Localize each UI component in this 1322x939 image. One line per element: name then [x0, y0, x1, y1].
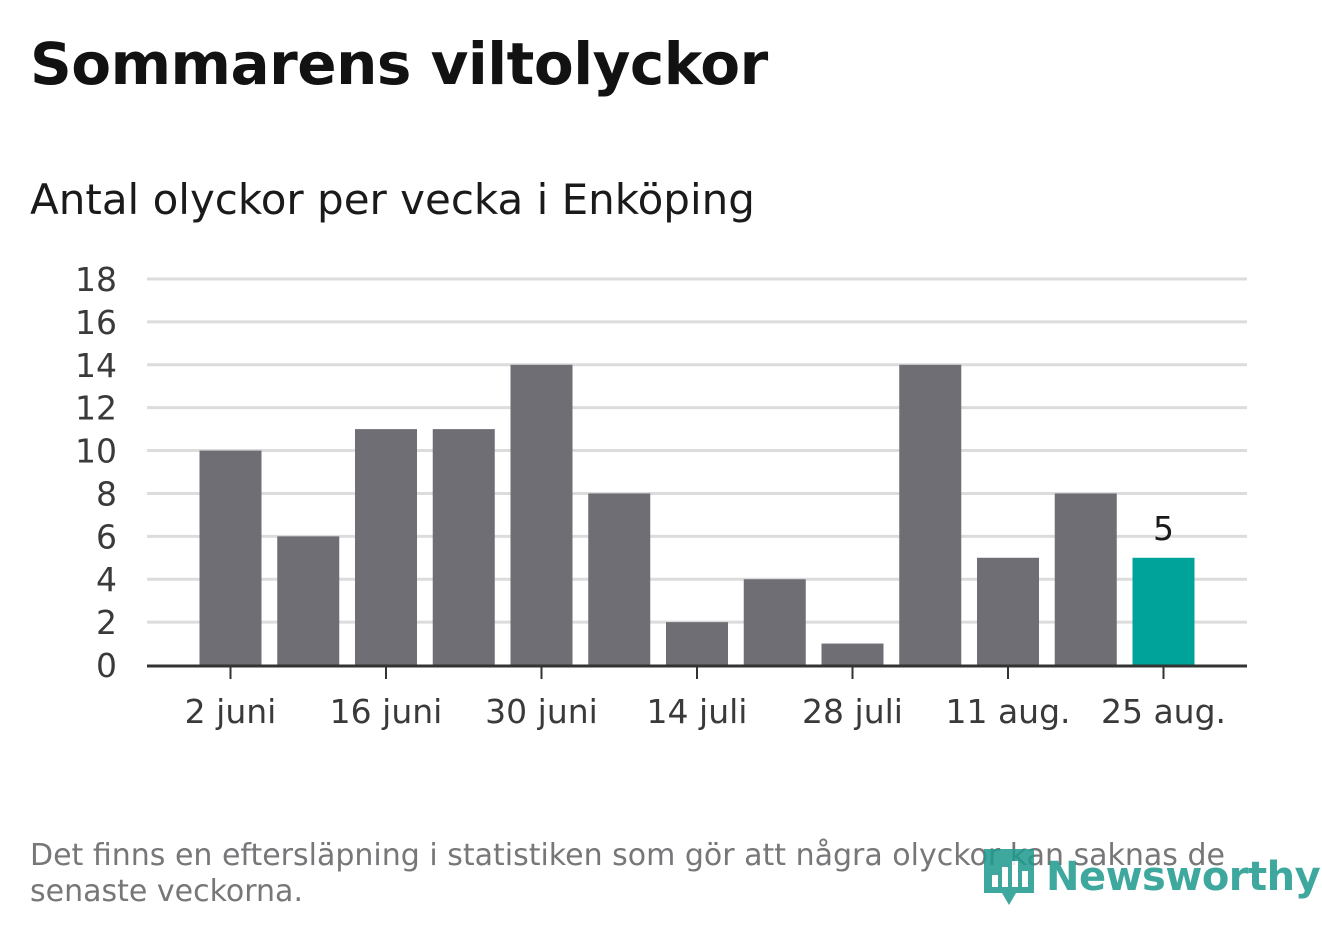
x-axis: 2 juni 16 juni 30 juni 14 juli 28 juli 11 aug…	[147, 664, 1247, 731]
chart-subtitle: Antal olyckor per vecka i Enköping	[30, 175, 755, 224]
y-tick-label: 16	[75, 303, 117, 342]
newsworthy-logo-icon	[984, 849, 1034, 905]
chart-title: Sommarens viltolyckor	[30, 30, 768, 98]
y-tick-label: 6	[96, 517, 117, 556]
bar	[821, 643, 884, 665]
bar	[588, 493, 651, 665]
x-tick-label: 16 juni	[330, 692, 443, 731]
x-tick-label: 11 aug.	[945, 692, 1070, 731]
data-labels: 5	[1153, 509, 1174, 548]
bar	[1132, 557, 1195, 665]
y-tick-label: 4	[96, 560, 117, 599]
y-tick-label: 14	[75, 346, 117, 385]
y-axis-ticks: 0 2 4 6 810 12 14 16 18	[75, 260, 117, 685]
data-label: 5	[1153, 509, 1174, 548]
bar	[199, 450, 262, 665]
y-tick-label: 10	[75, 432, 117, 471]
bar	[1054, 493, 1117, 665]
x-tick-label: 30 juni	[485, 692, 598, 731]
bars	[199, 364, 1195, 665]
x-tick-label: 25 aug.	[1101, 692, 1226, 731]
x-tick-label: 14 juli	[647, 692, 748, 731]
bar	[277, 536, 340, 665]
y-tick-label: 8	[96, 474, 117, 513]
y-tick-label: 12	[75, 389, 117, 428]
newsworthy-logo-text: Newsworthy	[1046, 854, 1321, 900]
x-tick-label: 2 juni	[185, 692, 277, 731]
bar	[666, 622, 728, 665]
bar	[432, 429, 495, 665]
bar-chart: 0 2 4 6 810 12 14 16 18 2 juni 16 juni 30 juni 14 j…	[75, 260, 1247, 731]
y-tick-label: 18	[75, 260, 117, 299]
y-tick-label: 0	[96, 646, 117, 685]
bar	[743, 579, 806, 665]
bar	[977, 557, 1039, 665]
bar	[899, 364, 962, 665]
bar	[355, 429, 417, 665]
bar	[510, 364, 573, 665]
newsworthy-logo: Newsworthy	[982, 847, 1321, 907]
x-tick-label: 28 juli	[802, 692, 903, 731]
y-tick-label: 2	[96, 603, 117, 642]
